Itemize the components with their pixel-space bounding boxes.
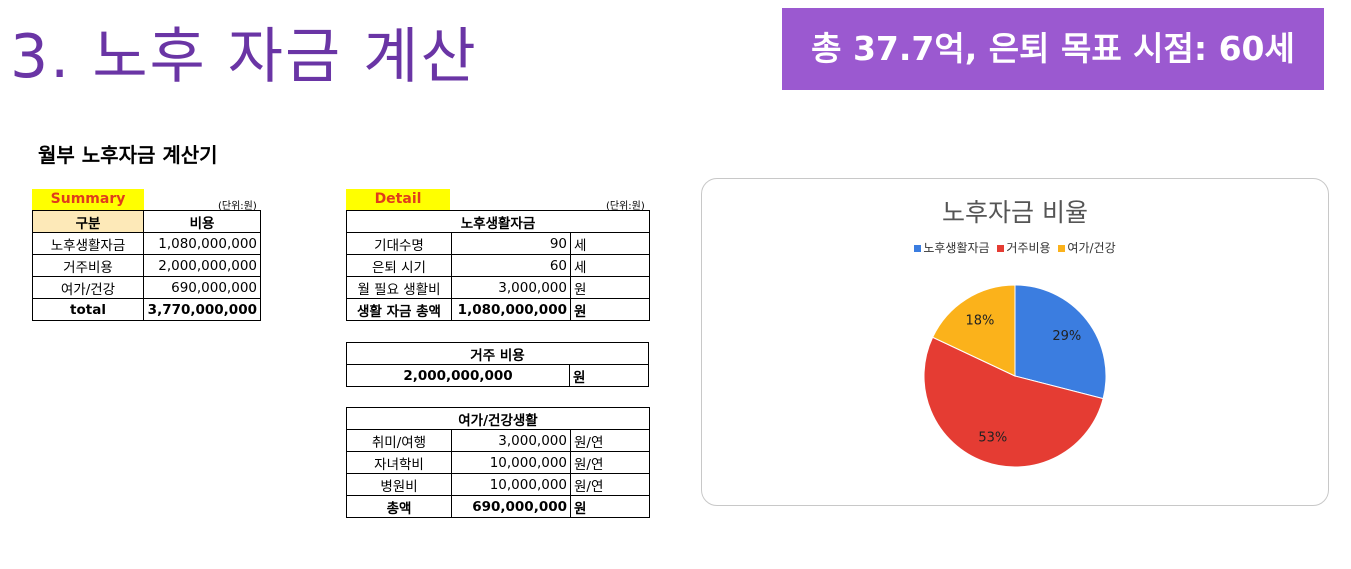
cell-value: 60 — [452, 255, 571, 277]
cell-label: total — [33, 299, 144, 321]
cell-value: 10,000,000 — [452, 452, 571, 474]
cell-label: 총액 — [347, 496, 452, 518]
cell-label: 월 필요 생활비 — [347, 277, 452, 299]
pie-slice-label-1: 53% — [978, 431, 1007, 446]
table-header-row: 구분 비용 — [33, 211, 261, 233]
cell-value: 10,000,000 — [452, 474, 571, 496]
cell-unit: 원 — [571, 277, 650, 299]
cell-value: 690,000,000 — [452, 496, 571, 518]
table-row-total: 총액 690,000,000 원 — [347, 496, 650, 518]
cell-label: 은퇴 시기 — [347, 255, 452, 277]
cell-unit: 세 — [571, 255, 650, 277]
cell-unit: 원/연 — [571, 474, 650, 496]
table-row: 자녀학비 10,000,000 원/연 — [347, 452, 650, 474]
cell-label: 병원비 — [347, 474, 452, 496]
header-cost: 비용 — [144, 211, 261, 233]
cell-label: 자녀학비 — [347, 452, 452, 474]
cell-unit: 원/연 — [571, 452, 650, 474]
cell-value: 1,080,000,000 — [452, 299, 571, 321]
pie-slice-label-0: 29% — [1052, 329, 1081, 344]
table-row: 여가/건강 690,000,000 — [33, 277, 261, 299]
table-row-total: total 3,770,000,000 — [33, 299, 261, 321]
pie-chart: 29% 53% 18% — [702, 179, 1328, 505]
detail-tag: Detail — [346, 189, 450, 210]
table-row: 취미/여행 3,000,000 원/연 — [347, 430, 650, 452]
housing-cost-table: 거주 비용 2,000,000,000 원 — [346, 342, 649, 387]
leisure-health-table: 여가/건강생활 취미/여행 3,000,000 원/연 자녀학비 10,000,… — [346, 407, 650, 518]
cell-value: 690,000,000 — [144, 277, 261, 299]
table-row: 은퇴 시기 60 세 — [347, 255, 650, 277]
cell-unit: 원/연 — [571, 430, 650, 452]
cell-unit: 원 — [571, 496, 650, 518]
summary-table: 구분 비용 노후생활자금 1,080,000,000 거주비용 2,000,00… — [32, 210, 261, 321]
living-cost-table: 노후생활자금 기대수명 90 세 은퇴 시기 60 세 월 필요 생활비 3,0… — [346, 210, 650, 321]
cell-value: 90 — [452, 233, 571, 255]
header-category: 구분 — [33, 211, 144, 233]
living-header: 노후생활자금 — [347, 211, 650, 233]
cell-unit: 세 — [571, 233, 650, 255]
cell-value: 3,000,000 — [452, 430, 571, 452]
table-row-total: 생활 자금 총액 1,080,000,000 원 — [347, 299, 650, 321]
pie-slice-label-2: 18% — [965, 314, 994, 329]
calculator-subtitle: 월부 노후자금 계산기 — [38, 139, 218, 168]
cell-label: 여가/건강 — [33, 277, 144, 299]
cell-unit: 원 — [570, 365, 649, 387]
cell-value: 2,000,000,000 — [347, 365, 570, 387]
cell-label: 취미/여행 — [347, 430, 452, 452]
summary-banner: 총 37.7억, 은퇴 목표 시점: 60세 — [782, 8, 1324, 90]
table-row: 월 필요 생활비 3,000,000 원 — [347, 277, 650, 299]
table-row: 기대수명 90 세 — [347, 233, 650, 255]
cell-label: 거주비용 — [33, 255, 144, 277]
cell-label: 기대수명 — [347, 233, 452, 255]
cell-value: 3,000,000 — [452, 277, 571, 299]
pie-chart-card: 노후자금 비율 노후생활자금 거주비용 여가/건강 29% 53% 18% — [701, 178, 1329, 506]
cell-unit: 원 — [571, 299, 650, 321]
summary-tag: Summary — [32, 189, 144, 210]
page-title: 3. 노후 자금 계산 — [10, 8, 478, 95]
cell-value: 1,080,000,000 — [144, 233, 261, 255]
cell-label: 생활 자금 총액 — [347, 299, 452, 321]
housing-header: 거주 비용 — [347, 343, 649, 365]
cell-value: 2,000,000,000 — [144, 255, 261, 277]
table-row: 거주비용 2,000,000,000 — [33, 255, 261, 277]
table-row: 병원비 10,000,000 원/연 — [347, 474, 650, 496]
table-row: 2,000,000,000 원 — [347, 365, 649, 387]
table-row: 노후생활자금 1,080,000,000 — [33, 233, 261, 255]
leisure-header: 여가/건강생활 — [347, 408, 650, 430]
cell-value: 3,770,000,000 — [144, 299, 261, 321]
cell-label: 노후생활자금 — [33, 233, 144, 255]
